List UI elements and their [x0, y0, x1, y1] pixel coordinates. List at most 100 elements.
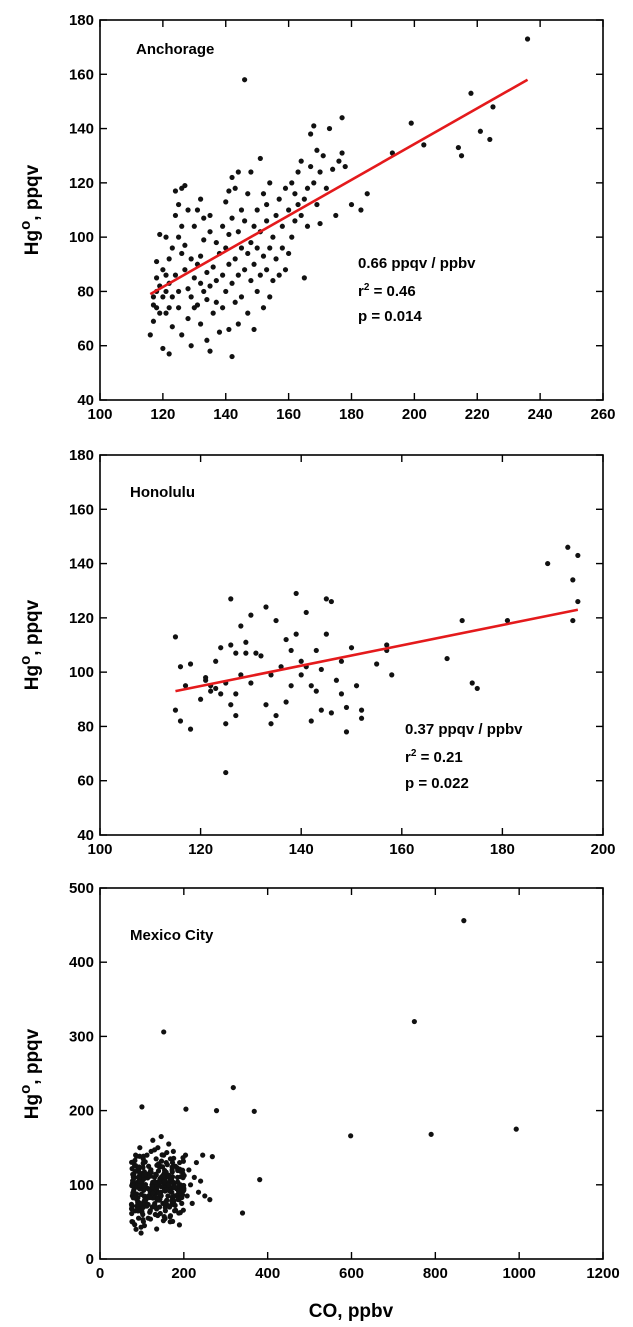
data-point — [304, 185, 311, 191]
data-point — [226, 231, 232, 238]
data-point — [235, 169, 241, 175]
data-point — [160, 345, 166, 352]
data-point — [428, 1131, 434, 1137]
data-point — [336, 158, 342, 164]
data-point — [268, 672, 274, 678]
data-point — [570, 617, 576, 624]
ylabel-main: Hg — [22, 1094, 43, 1119]
data-point — [358, 207, 364, 213]
data-point — [257, 272, 263, 278]
data-point — [267, 180, 273, 186]
data-point — [389, 150, 395, 156]
data-point — [154, 1195, 160, 1202]
data-point — [200, 1152, 206, 1158]
data-point — [232, 299, 238, 305]
data-point — [182, 267, 188, 273]
data-point — [185, 315, 191, 322]
data-point — [282, 267, 289, 273]
data-point — [145, 1201, 151, 1208]
data-point — [358, 715, 365, 721]
data-point — [147, 1209, 153, 1215]
data-point — [140, 1164, 146, 1170]
data-point — [163, 310, 169, 316]
data-point — [169, 245, 175, 251]
panel-honolulu: 100 120 140 160 180 200406080100120140160180 … — [17, 447, 616, 858]
data-points — [128, 918, 519, 1236]
data-point — [348, 201, 355, 208]
ylabel-sup: o — [17, 656, 34, 665]
data-point — [490, 104, 496, 110]
data-point — [210, 310, 216, 316]
data-point — [317, 169, 323, 175]
data-point — [254, 245, 260, 251]
data-point — [273, 712, 279, 719]
data-point — [158, 1158, 165, 1164]
data-point — [207, 1197, 213, 1203]
data-point — [176, 1222, 183, 1228]
data-point — [194, 302, 201, 308]
data-point — [218, 691, 224, 697]
data-point — [308, 131, 314, 137]
data-point — [267, 294, 273, 300]
data-point — [330, 166, 336, 172]
data-point — [132, 1168, 139, 1174]
data-point — [171, 1198, 177, 1204]
data-point — [318, 707, 324, 713]
data-point — [289, 234, 295, 240]
data-point — [167, 1214, 173, 1220]
data-point — [242, 218, 248, 224]
data-point — [267, 245, 273, 251]
data-point — [248, 169, 254, 175]
data-point — [455, 144, 461, 151]
data-point — [257, 1177, 263, 1183]
data-point — [138, 1230, 144, 1236]
ylabel-rest: , ppqv — [22, 599, 43, 655]
data-point — [161, 1029, 167, 1035]
x-tick-label: 100 — [87, 841, 112, 858]
x-tick-label: 180 — [339, 406, 364, 423]
x-tick-label: 800 — [423, 1265, 448, 1282]
data-point — [175, 305, 182, 311]
data-point — [142, 1171, 149, 1177]
data-point — [135, 1215, 142, 1221]
x-tick-label: 260 — [590, 406, 615, 423]
data-point — [172, 707, 179, 713]
r2-annotation: r2 = 0.46 — [358, 282, 416, 300]
data-point — [238, 207, 245, 213]
data-point — [311, 123, 317, 129]
data-point — [169, 1169, 175, 1175]
data-point — [213, 277, 219, 284]
data-point — [286, 250, 292, 257]
data-point — [213, 239, 219, 246]
ticks: 0 200 400 600 800 1000 1200 0 100 200 300 400 500 — [69, 880, 620, 1282]
data-point — [161, 1214, 167, 1220]
data-point — [172, 188, 179, 194]
data-point — [172, 212, 179, 219]
data-point — [545, 560, 551, 567]
data-point — [233, 712, 239, 719]
data-point — [243, 639, 249, 645]
data-point — [189, 1200, 195, 1206]
data-point — [444, 655, 450, 662]
data-point — [339, 150, 345, 156]
data-point — [242, 77, 248, 83]
data-point — [338, 691, 345, 697]
x-tick-label: 1000 — [502, 1265, 535, 1282]
data-point — [188, 294, 194, 300]
data-point — [170, 1148, 176, 1155]
data-point — [235, 229, 241, 235]
data-point — [487, 136, 493, 143]
data-point — [248, 239, 254, 246]
y-tick-label: 120 — [69, 175, 94, 192]
data-point — [169, 294, 175, 300]
data-point — [133, 1153, 139, 1159]
data-point — [182, 242, 188, 248]
data-point — [178, 1168, 184, 1174]
x-tick-label: 120 — [150, 406, 175, 423]
data-point — [314, 201, 320, 208]
x-tick-label: 140 — [289, 841, 314, 858]
data-point — [213, 685, 219, 692]
data-point — [328, 598, 334, 605]
r2-superscript: 2 — [411, 748, 417, 759]
data-point — [213, 299, 219, 305]
